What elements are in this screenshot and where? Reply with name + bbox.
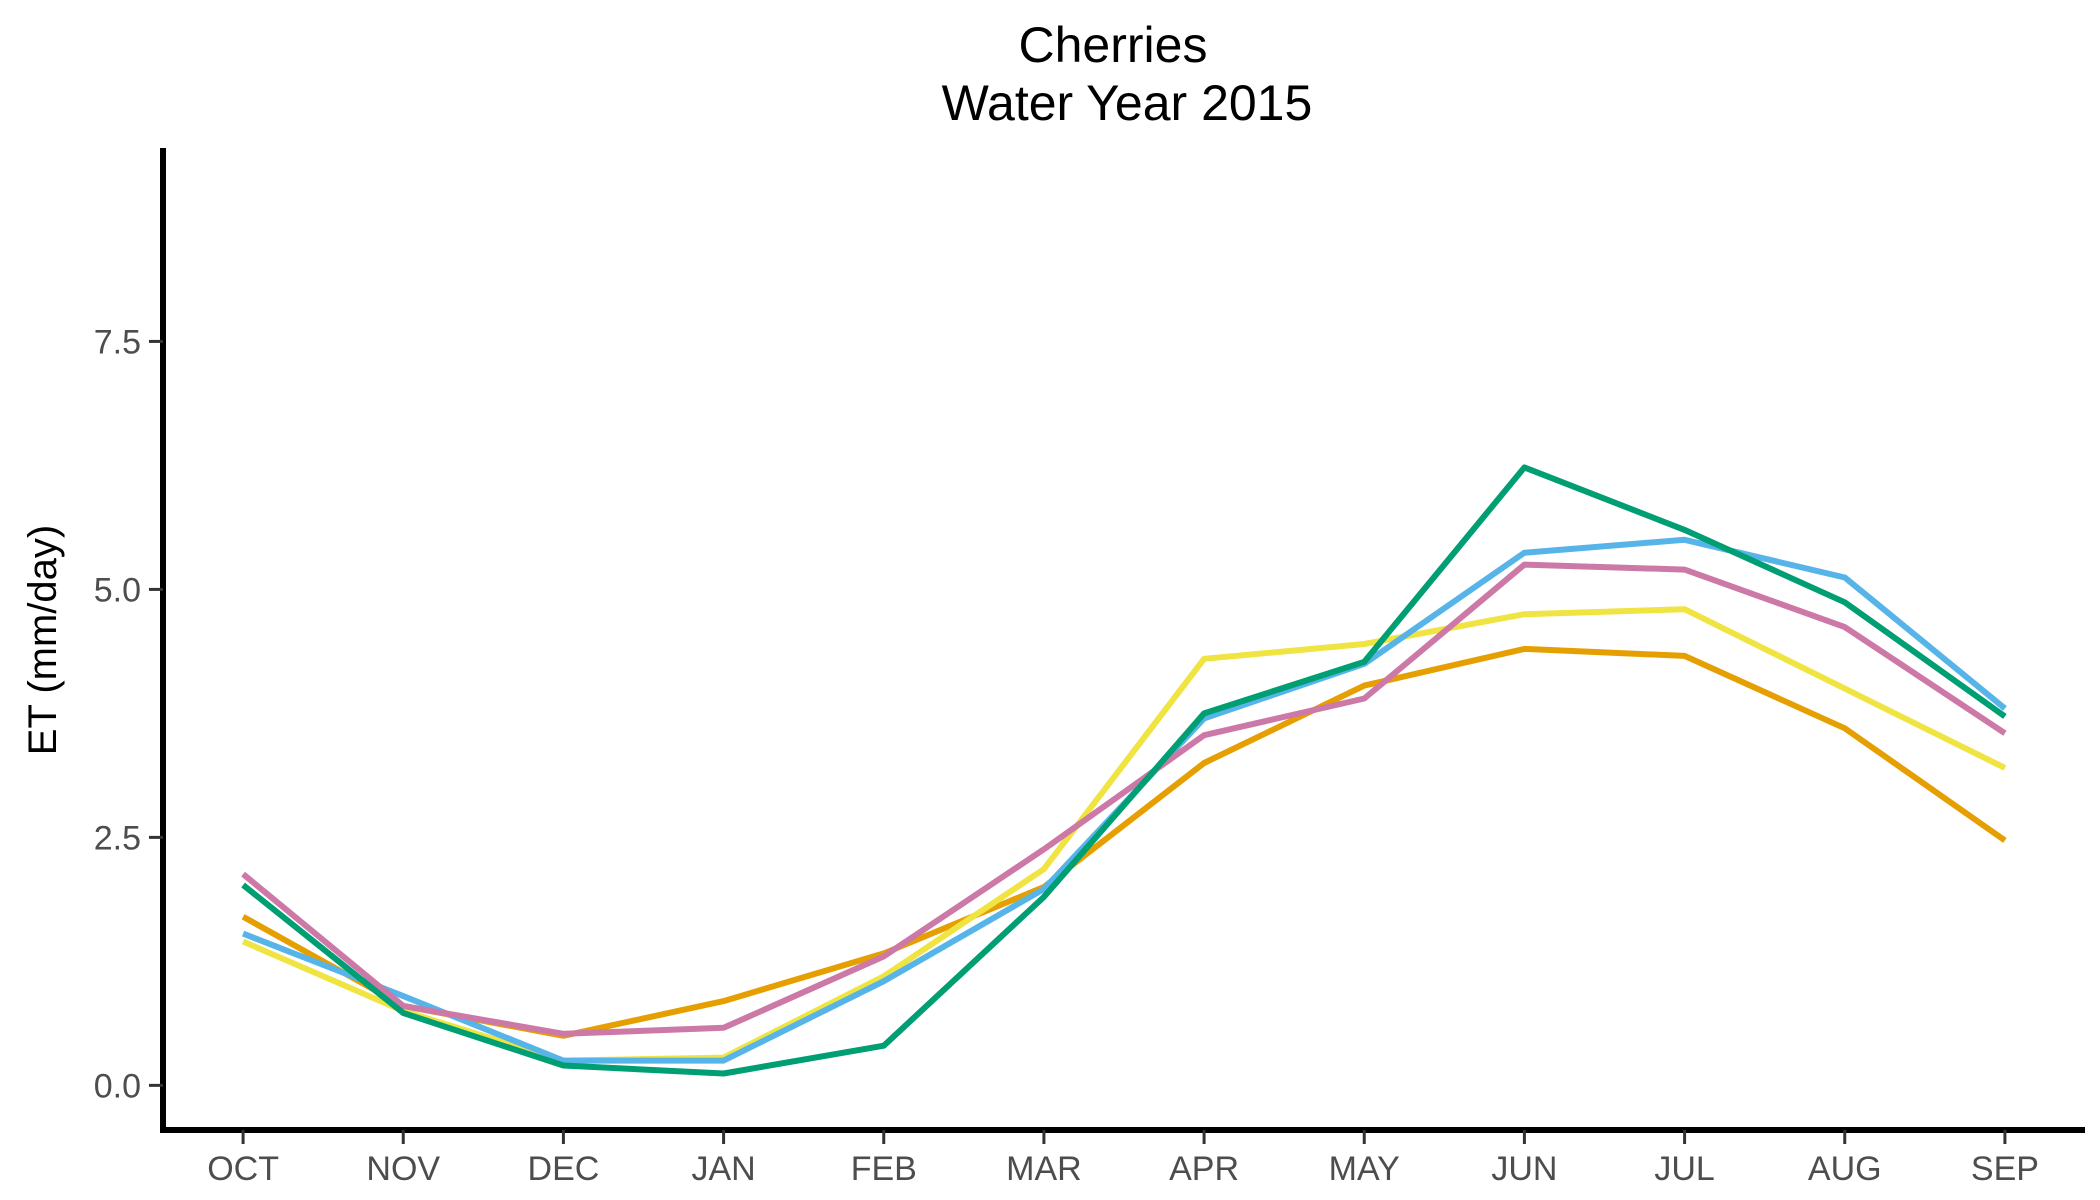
x-tick-label: MAY xyxy=(1329,1150,1400,1188)
series-line-2 xyxy=(241,606,2007,1064)
chart-title: Cherries xyxy=(1019,17,1208,73)
x-tick-label: JAN xyxy=(691,1150,755,1188)
x-tick-label: FEB xyxy=(851,1150,917,1188)
series-line-4 xyxy=(241,561,2007,1037)
series-line-3 xyxy=(242,536,2007,1064)
chart-subtitle: Water Year 2015 xyxy=(942,75,1313,131)
y-tick-label: 5.0 xyxy=(94,571,141,609)
x-tick-label: JUL xyxy=(1654,1150,1714,1188)
series-line-1 xyxy=(241,645,2007,1039)
y-tick-label: 7.5 xyxy=(94,323,141,361)
x-tick-label: OCT xyxy=(207,1150,279,1188)
x-tick-label: SEP xyxy=(1971,1150,2039,1188)
y-tick-label: 0.0 xyxy=(94,1067,141,1105)
x-tick-label: MAR xyxy=(1006,1150,1082,1188)
x-tick-label: JUN xyxy=(1491,1150,1557,1188)
series-line-5 xyxy=(241,464,2007,1077)
y-tick-label: 2.5 xyxy=(94,819,141,857)
plot-area: 0.0 2.5 5.0 7.5 OCT NOV DEC JAN FEB MAR APR MAY JUN J… xyxy=(94,148,2085,1188)
x-tick-label: APR xyxy=(1169,1150,1239,1188)
x-tick-label: NOV xyxy=(366,1150,440,1188)
y-axis-title: ET (mm/day) xyxy=(21,525,65,755)
x-tick-label: DEC xyxy=(528,1150,600,1188)
x-tick-label: AUG xyxy=(1808,1150,1882,1188)
